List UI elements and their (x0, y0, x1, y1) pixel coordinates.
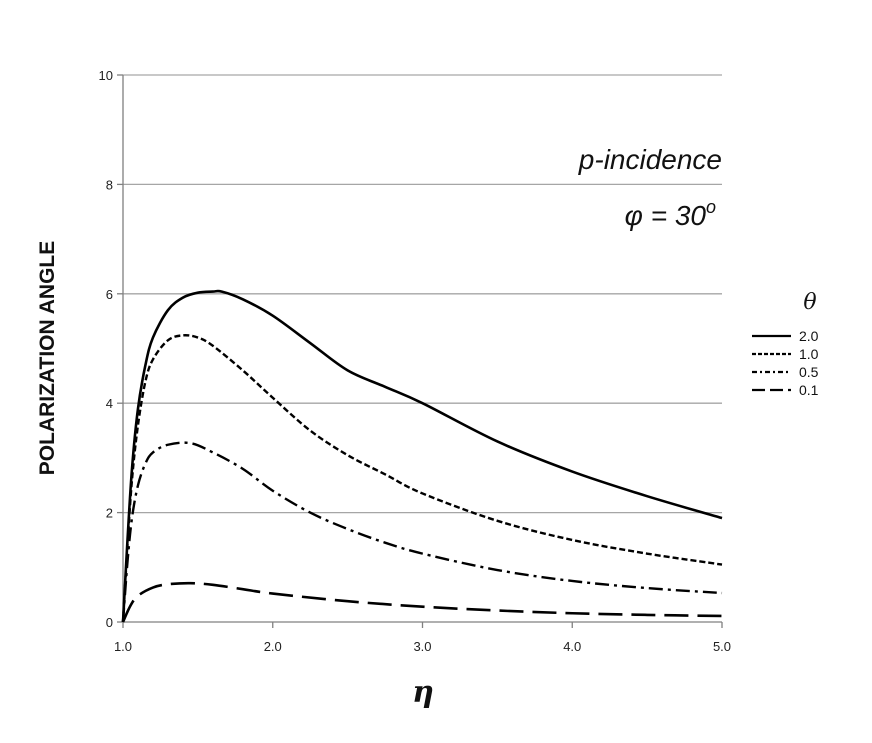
grid-lines (123, 74, 722, 514)
annotation-angle-degree: o (706, 197, 716, 217)
series-line-0.5 (121, 441, 723, 623)
x-axis-label: η (412, 675, 434, 710)
legend-title: θ (803, 290, 816, 315)
axes (117, 74, 723, 628)
annotation-angle-value: = 30 (643, 200, 706, 231)
legend: θ 2.0 1.0 0.5 0.1 (752, 290, 819, 398)
y-tick-label-10: 10 (99, 68, 113, 83)
x-tick-label-5.0: 5.0 (713, 639, 731, 654)
x-tick-label-4.0: 4.0 (563, 639, 581, 654)
legend-label-0.1: 0.1 (799, 382, 819, 398)
y-axis-label: POLARIZATION ANGLE (36, 241, 59, 476)
legend-label-1.0: 1.0 (799, 346, 819, 362)
x-tick-label-2.0: 2.0 (264, 639, 282, 654)
x-tick-label-1.0: 1.0 (114, 639, 132, 654)
y-tick-label-0: 0 (106, 615, 113, 630)
legend-label-0.5: 0.5 (799, 364, 819, 380)
annotation-incidence: p-incidence (578, 144, 722, 175)
x-tick-label-3.0: 3.0 (413, 639, 431, 654)
series-line-2.0 (121, 289, 723, 623)
annotation-angle-symbol: φ (625, 200, 643, 231)
y-tick-label-4: 4 (106, 396, 113, 411)
legend-label-2.0: 2.0 (799, 328, 819, 344)
series-line-0.1 (121, 581, 723, 623)
y-tick-label-6: 6 (106, 287, 113, 302)
y-tick-label-2: 2 (106, 506, 113, 521)
y-tick-label-8: 8 (106, 177, 113, 192)
x-tick-labels: 1.0 2.0 3.0 4.0 5.0 (114, 639, 731, 654)
series-line-1.0 (121, 334, 723, 623)
y-tick-labels: 0 2 4 6 8 10 (99, 68, 113, 630)
series-lines (121, 289, 723, 623)
annotation-angle: φ = 30o (625, 197, 716, 231)
